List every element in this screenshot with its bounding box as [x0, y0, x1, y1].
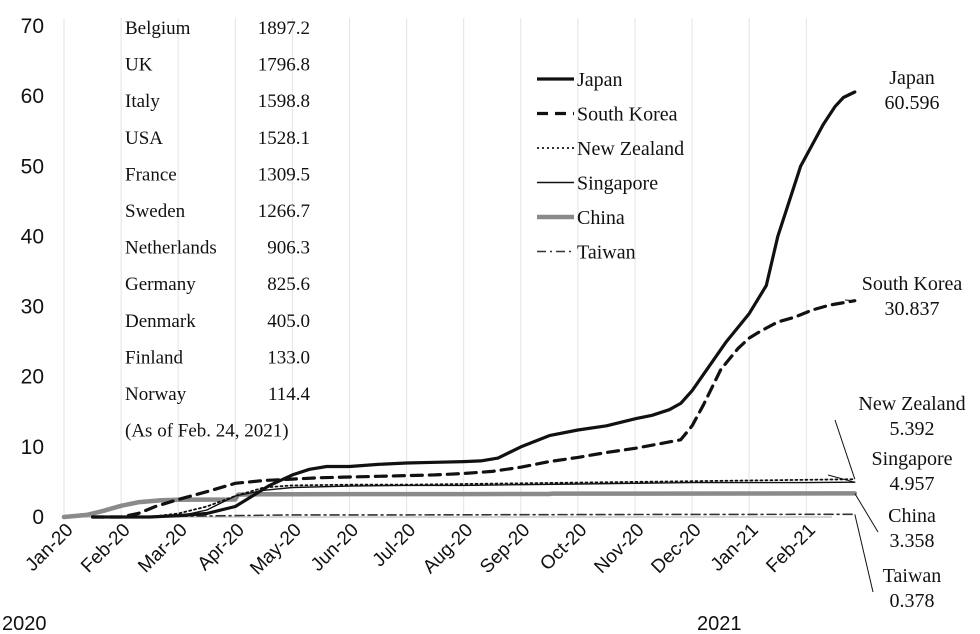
legend-label: Singapore	[577, 173, 658, 195]
legend-label: Taiwan	[577, 242, 636, 264]
table-value: 114.4	[268, 384, 311, 405]
table-country: Belgium	[125, 18, 191, 39]
table-value: 825.6	[267, 274, 310, 295]
table-value: 1598.8	[258, 91, 310, 112]
x-tick-label: Jun-20	[307, 520, 363, 576]
end-label-leader	[834, 419, 856, 480]
end-label-leader	[844, 299, 855, 302]
legend-label: Japan	[577, 69, 623, 91]
series-line-south-korea	[91, 299, 857, 519]
table-value: 133.0	[267, 347, 310, 368]
table-value: 1796.8	[258, 55, 310, 76]
end-labels: Japan 60.596 South Korea 30.837 New Zealand 5…	[827, 67, 966, 612]
end-label-value: 30.837	[885, 298, 940, 320]
table-country: USA	[125, 128, 163, 149]
series-line-china	[61, 491, 858, 520]
table-country: Finland	[125, 347, 184, 368]
y-tick-label: 70	[21, 15, 44, 38]
table-country: Norway	[125, 384, 187, 405]
vertical-grid	[63, 18, 807, 517]
end-label-leader	[827, 474, 855, 483]
y-axis-ticks: 0 10 20 30 40 50 60 70	[21, 15, 44, 529]
x-tick-label: Nov-20	[590, 520, 648, 578]
table-country: Netherlands	[125, 238, 217, 259]
end-label-value: 3.358	[890, 530, 935, 552]
y-tick-label: 20	[21, 366, 44, 389]
end-label-name: Japan	[889, 67, 935, 89]
table-country: Denmark	[125, 311, 196, 332]
table-value: 1309.5	[258, 164, 310, 185]
table-value: 405.0	[267, 311, 310, 332]
end-label-name: South Korea	[862, 273, 963, 295]
table-country: Sweden	[125, 201, 186, 222]
end-label-value: 4.957	[890, 473, 935, 495]
end-label-name: Singapore	[871, 448, 952, 470]
y-tick-label: 50	[21, 155, 44, 178]
y-tick-label: 10	[21, 436, 44, 459]
x-tick-label: Oct-20	[536, 520, 591, 575]
x-tick-label: Sep-20	[476, 520, 534, 578]
table-country: Germany	[125, 274, 196, 295]
x-tick-label: Jan-21	[707, 520, 763, 576]
y-tick-label: 60	[21, 85, 44, 108]
x-tick-label: Dec-20	[647, 520, 705, 578]
x-tick-label: Aug-20	[419, 520, 477, 578]
end-label-name: New Zealand	[858, 393, 965, 415]
table-value: 1528.1	[258, 128, 310, 149]
legend: Japan South Korea New Zealand Singapore Chin…	[537, 69, 684, 264]
table-country: France	[125, 164, 177, 185]
end-label-leader	[854, 514, 874, 593]
table-value: 1897.2	[258, 18, 310, 39]
x-tick-label: Feb-21	[762, 520, 819, 577]
legend-label: South Korea	[577, 104, 678, 126]
series-line-taiwan	[120, 513, 856, 518]
table-country: UK	[125, 55, 153, 76]
end-label-value: 0.378	[890, 590, 935, 612]
table-value: 1266.7	[258, 201, 310, 222]
year-labels: 2020 2021	[2, 613, 742, 634]
y-tick-label: 40	[21, 225, 44, 248]
legend-label: New Zealand	[577, 138, 684, 160]
y-tick-label: 0	[32, 506, 44, 529]
series-line-new-zealand	[148, 478, 856, 518]
x-tick-label: Apr-20	[194, 520, 249, 575]
reference-table: Belgium 1897.2 UK 1796.8 Italy 1598.8 USA 1528.…	[125, 18, 310, 442]
x-tick-label: Feb-20	[77, 520, 134, 577]
year-label: 2020	[2, 613, 47, 634]
end-label-name: China	[888, 505, 936, 527]
legend-label: China	[577, 207, 625, 229]
table-value: 906.3	[267, 238, 310, 259]
x-tick-label: Jul-20	[369, 520, 420, 571]
y-tick-label: 30	[21, 296, 44, 319]
x-tick-label: Mar-20	[134, 520, 191, 577]
year-label: 2021	[697, 613, 742, 634]
end-label-value: 5.392	[890, 418, 935, 440]
series-lines	[61, 90, 858, 520]
table-note: (As of Feb. 24, 2021)	[125, 421, 289, 442]
series-line-singapore	[91, 481, 856, 518]
end-label-name: Taiwan	[883, 565, 942, 587]
table-country: Italy	[125, 91, 160, 112]
x-tick-label: May-20	[246, 520, 306, 580]
end-label-value: 60.596	[885, 92, 940, 114]
end-label-leader	[847, 91, 855, 95]
end-label-leader	[854, 493, 879, 533]
x-tick-label: Jan-20	[22, 520, 78, 576]
series-line-japan	[91, 90, 857, 519]
